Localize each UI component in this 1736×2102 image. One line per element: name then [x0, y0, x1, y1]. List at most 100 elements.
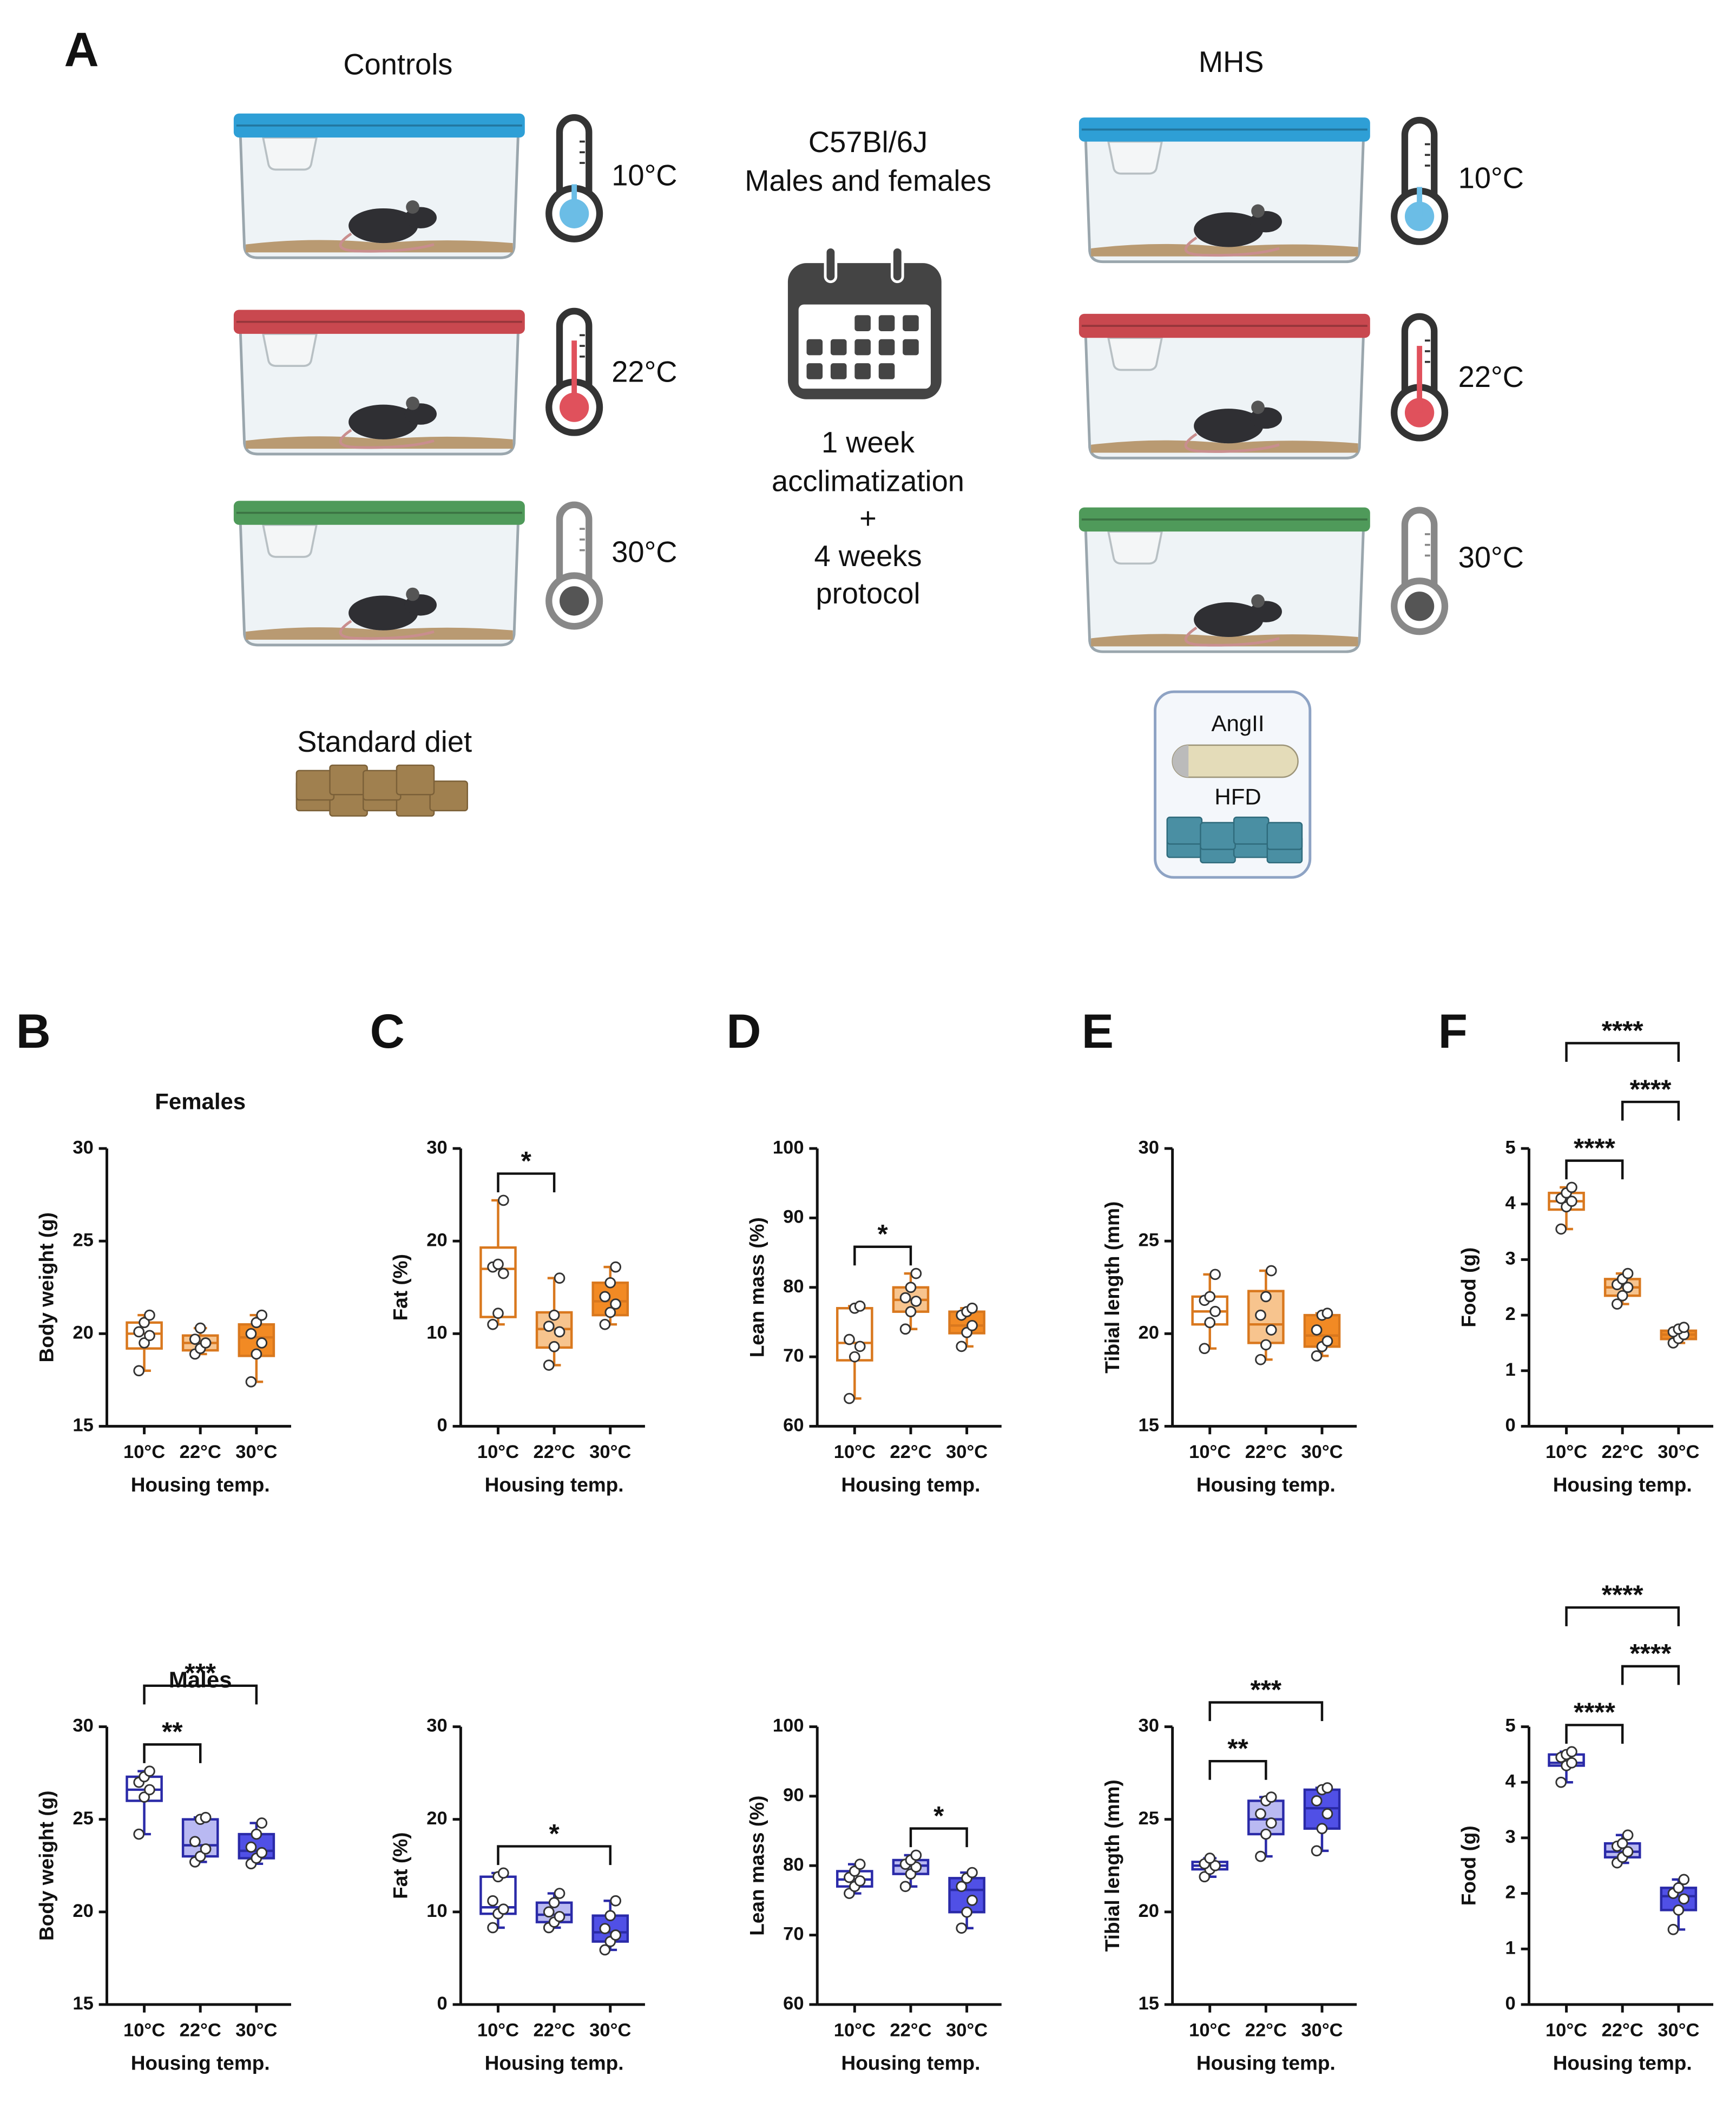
calendar-day [903, 339, 919, 356]
y-tick-label: 60 [783, 1993, 804, 2014]
duration: protocol [816, 577, 920, 610]
y-tick-label: 2 [1505, 1304, 1516, 1324]
data-point [256, 1817, 268, 1829]
group-title: Controls [343, 48, 452, 81]
data-point [899, 1323, 911, 1335]
mouse-ear [406, 587, 419, 601]
data-point [189, 1836, 201, 1848]
y-tick-label: 5 [1505, 1137, 1516, 1158]
x-tick-label: 30°C [1301, 2020, 1343, 2040]
data-point [497, 1903, 509, 1915]
mouse-tail [339, 232, 435, 253]
y-tick-label: 60 [783, 1415, 804, 1436]
data-point [844, 1392, 855, 1404]
mouse-tail [339, 429, 435, 449]
data-point [251, 1828, 262, 1840]
data-point [144, 1784, 155, 1796]
mouse-ear [406, 200, 419, 214]
x-tick-label: 10°C [834, 2020, 876, 2040]
calendar-ring [824, 246, 838, 284]
data-point [245, 1841, 257, 1853]
x-tick-label: 22°C [180, 2020, 221, 2040]
y-tick-label: 0 [1505, 1415, 1516, 1436]
temperature: 30°C [611, 535, 677, 568]
temperature: 10°C [611, 159, 677, 192]
panel-label: E [1082, 1004, 1114, 1058]
x-tick-label: 10°C [1546, 2020, 1587, 2040]
data-point [610, 1895, 621, 1907]
duration: + [859, 502, 877, 535]
y-tick-label: 30 [426, 1137, 447, 1158]
panel-label: D [726, 1004, 761, 1058]
x-axis-label: Housing temp. [1553, 2052, 1692, 2074]
y-tick-label: 20 [1139, 1901, 1159, 1921]
data-point [966, 1867, 978, 1878]
comparison-bracket [1208, 1759, 1267, 1780]
data-point [1255, 1354, 1266, 1365]
x-tick-label: 10°C [123, 1442, 165, 1462]
group-title: MHS [1199, 45, 1264, 78]
y-tick-label: 30 [73, 1716, 93, 1736]
thermometer-level [571, 340, 577, 408]
x-tick-label: 10°C [477, 2020, 519, 2040]
y-axis-label: Fat (%) [389, 1254, 412, 1321]
y-axis-label: Lean mass (%) [745, 1796, 768, 1936]
duration: acclimatization [772, 465, 964, 498]
data-point [1321, 1335, 1333, 1347]
data-point [1209, 1305, 1221, 1317]
comparison-bracket [853, 1245, 912, 1266]
significance: **** [1602, 1580, 1644, 1610]
comparison-bracket [497, 1172, 556, 1193]
data-point [899, 1881, 911, 1893]
bedding [246, 627, 513, 640]
data-point [554, 1910, 565, 1922]
significance: * [521, 1146, 532, 1176]
data-point [1265, 1817, 1277, 1829]
y-tick-label: 25 [73, 1808, 93, 1829]
x-tick-label: 10°C [1189, 2020, 1231, 2040]
lid [1079, 313, 1370, 338]
data-point [492, 1258, 504, 1270]
y-tick-label: 5 [1505, 1716, 1516, 1736]
x-tick-label: 22°C [1602, 1442, 1643, 1462]
data-point [854, 1858, 866, 1870]
y-tick-label: 20 [426, 1808, 447, 1829]
data-point [1255, 1808, 1266, 1819]
data-point [1209, 1860, 1221, 1871]
data-point [1209, 1269, 1221, 1280]
x-tick-label: 22°C [180, 1442, 221, 1462]
data-point [139, 1317, 150, 1329]
significance: *** [185, 1658, 216, 1688]
data-point [189, 1334, 201, 1345]
lid [1079, 507, 1370, 532]
data-point [144, 1765, 155, 1777]
comparison-bracket [497, 1845, 611, 1865]
y-tick-label: 0 [437, 1415, 447, 1436]
data-point [1321, 1808, 1333, 1819]
significance: **** [1602, 1016, 1644, 1046]
mouse-ear [1251, 400, 1265, 414]
duration: 4 weeks [814, 540, 922, 573]
y-axis-label: Lean mass (%) [745, 1217, 768, 1357]
thermometer-level [1417, 346, 1423, 413]
comparison-bracket [143, 1743, 202, 1763]
chow [363, 770, 402, 801]
y-tick-label: 10 [426, 1901, 447, 1921]
x-axis-label: Housing temp. [841, 2052, 980, 2074]
data-point [599, 1944, 611, 1956]
y-tick-label: 20 [426, 1230, 447, 1250]
comparison-bracket [1565, 1042, 1680, 1062]
calendar-day [878, 315, 895, 331]
data-point [1311, 1845, 1323, 1857]
y-tick-label: 1 [1505, 1359, 1516, 1380]
box [479, 1246, 517, 1318]
mouse-tail [1184, 432, 1280, 453]
data-point [910, 1267, 922, 1279]
data-point [554, 1272, 565, 1284]
significance: ** [162, 1717, 183, 1747]
data-point [1555, 1223, 1567, 1235]
y-tick-label: 80 [783, 1276, 804, 1297]
data-point [245, 1376, 257, 1388]
panel-a-art [233, 113, 1449, 879]
